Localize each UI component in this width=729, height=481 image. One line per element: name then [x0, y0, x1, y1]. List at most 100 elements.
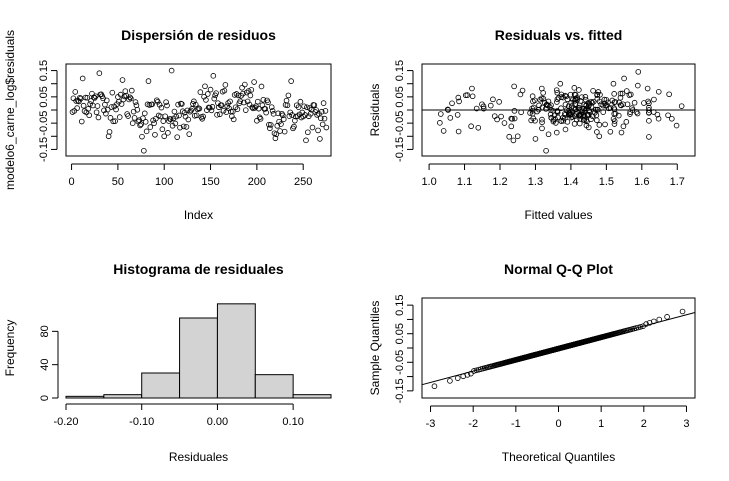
chart-0-point	[247, 92, 254, 99]
chart-3-xlabel: Theoretical Quantiles	[502, 450, 615, 464]
chart-2-bar	[292, 394, 332, 399]
chart-0-point	[291, 123, 297, 130]
chart-0-plot-frame	[65, 63, 332, 157]
chart-0-point	[161, 133, 168, 140]
chart-3-point	[637, 324, 644, 330]
chart-3-point	[643, 321, 649, 327]
chart-3-x-tick-label: -1	[511, 418, 521, 430]
chart-2-bar	[65, 395, 105, 399]
chart-1-point	[540, 95, 547, 102]
chart-0-point	[150, 117, 156, 124]
chart-1-point	[553, 129, 560, 136]
chart-1-point	[620, 123, 627, 130]
chart-1-point	[607, 129, 614, 135]
chart-3-x-tick-label: 1	[598, 418, 604, 430]
chart-0-point	[120, 96, 127, 103]
chart-0-point	[163, 99, 169, 105]
chart-1-point	[624, 101, 631, 108]
chart-0-point	[93, 109, 100, 116]
chart-1-x-tick-label: 1.4	[563, 176, 578, 188]
chart-1-point	[511, 115, 518, 122]
chart-1-point	[594, 107, 601, 113]
chart-0-point	[213, 90, 219, 96]
chart-1-point	[560, 118, 567, 124]
chart-0-point	[260, 96, 267, 103]
chart-0-point	[242, 107, 249, 113]
chart-0-point	[220, 107, 227, 114]
chart-0-point	[242, 81, 248, 88]
chart-1-point	[586, 101, 592, 107]
chart-1-point	[631, 99, 638, 106]
chart-0-point	[193, 112, 200, 119]
chart-0-point	[280, 112, 286, 119]
chart-3-plot-frame	[421, 297, 696, 399]
chart-1-point	[615, 112, 622, 119]
chart-2-x-tick-label: -0.20	[53, 416, 78, 428]
chart-2-bar	[141, 372, 181, 399]
chart-1-point	[626, 92, 633, 98]
chart-0-point	[319, 121, 326, 128]
chart-0-point	[96, 70, 103, 76]
chart-0-point	[108, 104, 115, 110]
chart-0-point	[284, 102, 291, 109]
chart-1-point	[562, 101, 569, 108]
chart-0-point	[137, 122, 143, 129]
chart-0-point	[268, 104, 275, 110]
chart-3-x-axis: -3 -2 -1 0 1 2 3	[426, 405, 690, 430]
chart-1-point	[557, 80, 564, 87]
chart-0-point	[210, 73, 217, 79]
chart-1-point	[445, 107, 451, 113]
chart-3-y-tick-label: 0.15	[394, 294, 406, 315]
chart-3-point	[635, 324, 641, 331]
chart-0-point	[176, 112, 182, 119]
chart-0-point	[174, 134, 180, 140]
chart-0-point	[167, 116, 174, 122]
chart-0-point	[187, 108, 193, 115]
chart-0-point	[85, 106, 92, 112]
chart-0-point	[306, 105, 313, 111]
chart-0-point	[230, 116, 237, 123]
chart-1-y-tick-label: -0.05	[394, 111, 406, 136]
chart-0-point	[101, 107, 107, 114]
chart-2-y-tick-label: 0	[39, 395, 51, 401]
chart-1-point	[593, 107, 599, 113]
chart-1-point	[581, 113, 588, 120]
chart-1-point	[654, 111, 661, 118]
chart-1-point	[539, 125, 545, 132]
chart-0-point	[84, 94, 91, 101]
chart-1-point	[582, 96, 589, 103]
chart-0-point	[320, 100, 327, 106]
chart-0-point	[273, 131, 280, 138]
chart-0-point	[129, 120, 136, 126]
chart-0-point	[149, 101, 155, 108]
chart-0-point	[302, 112, 308, 118]
chart-3-x-tick-label: -2	[468, 418, 478, 430]
chart-0-point	[143, 128, 150, 135]
chart-0-point	[294, 113, 301, 119]
chart-1-title: Residuals vs. fitted	[495, 27, 623, 43]
chart-0-y-tick-label: -0.15	[38, 137, 50, 162]
chart-1-point	[530, 104, 537, 111]
chart-1-point	[618, 102, 625, 109]
chart-3-point	[447, 378, 453, 384]
chart-1-point	[646, 100, 652, 107]
chart-2-x-tick-label: 0.10	[282, 416, 303, 428]
chart-1-point	[635, 69, 642, 75]
chart-0-point	[304, 104, 310, 111]
chart-0-point	[156, 101, 163, 108]
chart-0-point	[318, 115, 324, 122]
chart-0-point	[241, 99, 247, 106]
chart-0-point	[78, 118, 85, 125]
chart-1-point	[678, 103, 685, 109]
chart-0-point	[297, 98, 304, 105]
chart-1-point	[646, 134, 652, 140]
chart-0-point	[177, 124, 183, 131]
chart-2-y-axis: 0 40 80	[39, 325, 59, 401]
chart-0-point	[179, 101, 185, 107]
chart-1-point	[514, 133, 521, 140]
chart-0-point	[170, 115, 177, 122]
chart-0-point	[79, 75, 86, 82]
chart-0-point	[185, 116, 192, 123]
chart-0-point	[104, 106, 111, 113]
chart-0-point	[168, 67, 175, 74]
